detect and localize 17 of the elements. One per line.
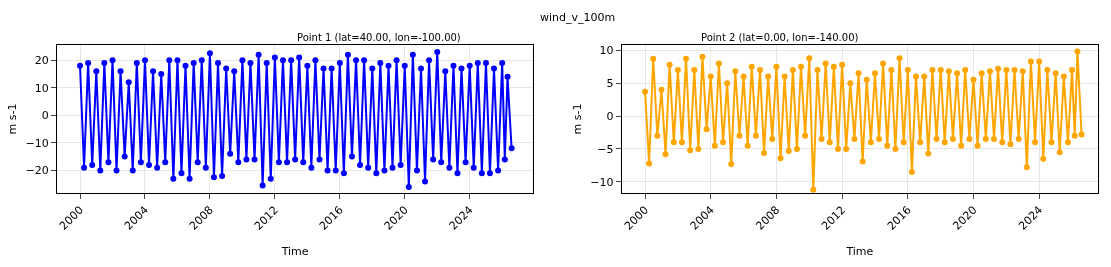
y-tick-label: 0 [606,109,614,123]
chart-title: Point 1 (lat=40.00, lon=-100.00) [297,32,461,43]
y-tick-label: 10 [34,81,49,95]
x-axis-title: Time [845,244,874,258]
x-axis-title: Time [280,244,309,258]
y-axis-title: m s-1 [6,103,20,135]
y-tick-label: −10 [25,136,49,150]
y-tick-label: 0 [41,109,49,123]
y-tick-label: −5 [597,142,614,156]
y-tick-label: 10 [599,44,614,58]
chart-title: Point 2 (lat=0.00, lon=-140.00) [701,32,859,43]
text: wind_v_100m [540,11,616,24]
y-tick-label: 5 [606,77,614,90]
y-tick-label: −10 [590,175,614,189]
y-tick-label: −20 [25,164,49,178]
y-tick-label: 20 [34,54,49,68]
y-axis-title: m s-1 [570,103,584,135]
